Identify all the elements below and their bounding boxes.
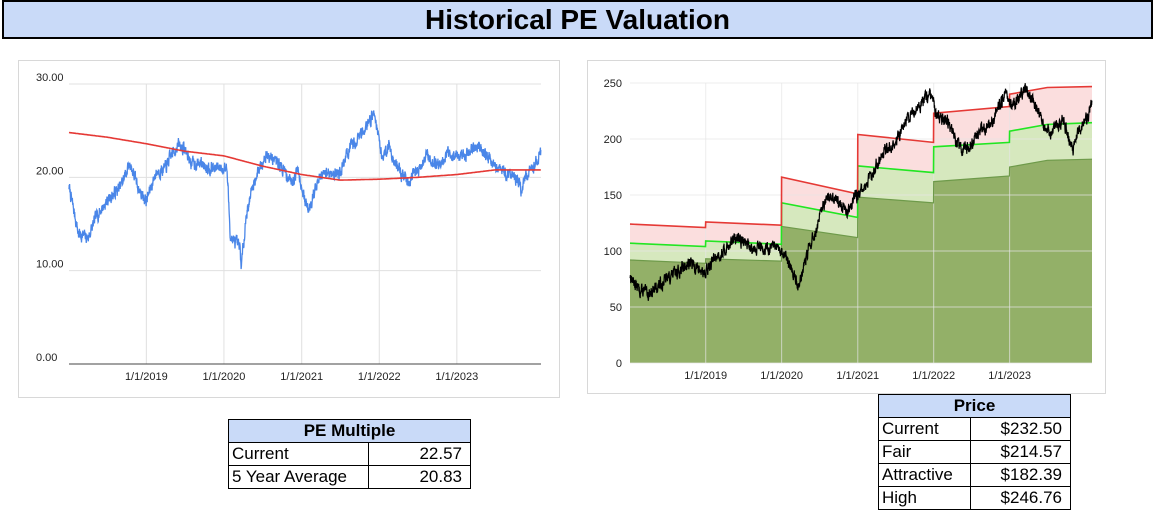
price-high-value: $246.76 [970, 486, 1071, 510]
price-fair-value: $214.57 [970, 440, 1071, 464]
high-band-area [630, 86, 1092, 247]
price-current-label: Current [878, 417, 971, 441]
x-tick-label: 1/1/2021 [280, 371, 323, 383]
price-chart-panel: 0 50 100 150 200 250 1/1/2019 1/1/2020 1/1/2021… [587, 60, 1106, 394]
y-tick-label: 200 [604, 134, 622, 146]
table-row: High $246.76 [878, 486, 1071, 510]
y-tick-label: 0 [616, 358, 622, 370]
table-row: Fair $214.57 [878, 440, 1071, 464]
x-tick-label: 1/1/2021 [836, 370, 879, 382]
table-row: Current $232.50 [878, 417, 1071, 441]
pe-average-label: 5 Year Average [228, 465, 369, 489]
pe-multiple-line [68, 110, 542, 270]
table-row: 5 Year Average 20.83 [228, 465, 471, 489]
price-table-header: Price [878, 394, 1071, 418]
price-attractive-value: $182.39 [970, 463, 1071, 487]
y-tick-label: 0.00 [36, 352, 57, 364]
y-tick-label: 50 [610, 302, 622, 314]
page-title: Historical PE Valuation [2, 0, 1153, 39]
y-tick-label: 30.00 [36, 72, 64, 84]
x-tick-label: 1/1/2023 [435, 371, 478, 383]
y-tick-label: 100 [604, 246, 622, 258]
price-current-value: $232.50 [970, 417, 1071, 441]
x-tick-label: 1/1/2019 [684, 370, 727, 382]
pe-current-value: 22.57 [368, 442, 471, 466]
y-tick-label: 250 [604, 78, 622, 90]
high-value-line [629, 85, 1093, 229]
pe-table-header: PE Multiple [228, 419, 471, 443]
price-chart-y-ticks: 0 50 100 150 200 250 [604, 78, 622, 370]
table-row: Current 22.57 [228, 442, 471, 466]
pe-chart-grid [69, 83, 541, 365]
pe-multiple-table: PE Multiple Current 22.57 5 Year Average… [228, 419, 471, 489]
pe-average-value: 20.83 [368, 465, 471, 489]
attractive-band-area [630, 159, 1092, 363]
pe-current-label: Current [228, 442, 369, 466]
price-chart-series [629, 83, 1093, 301]
fair-band-area [630, 122, 1092, 264]
x-tick-label: 1/1/2020 [760, 370, 803, 382]
x-tick-label: 1/1/2022 [358, 371, 401, 383]
pe-chart-y-ticks: 0.00 10.00 20.00 30.00 [36, 72, 64, 364]
y-tick-label: 20.00 [36, 165, 64, 177]
y-tick-label: 10.00 [36, 259, 64, 271]
table-row: Attractive $182.39 [878, 463, 1071, 487]
price-attractive-label: Attractive [878, 463, 971, 487]
x-tick-label: 1/1/2020 [203, 371, 246, 383]
x-tick-label: 1/1/2023 [988, 370, 1031, 382]
price-chart-grid [630, 82, 1092, 364]
price-fair-label: Fair [878, 440, 971, 464]
y-tick-label: 150 [604, 190, 622, 202]
price-chart: 0 50 100 150 200 250 1/1/2019 1/1/2020 1/1/2021… [604, 78, 1093, 382]
price-high-label: High [878, 486, 971, 510]
x-tick-label: 1/1/2019 [125, 371, 168, 383]
pe-chart-x-ticks: 1/1/2019 1/1/2020 1/1/2021 1/1/2022 1/1/2023 [125, 371, 478, 383]
price-chart-areas [630, 86, 1092, 363]
x-tick-label: 1/1/2022 [912, 370, 955, 382]
pe-chart-series [68, 110, 542, 270]
price-table: Price Current $232.50 Fair $214.57 Attra… [878, 394, 1071, 510]
pe-chart-panel: 0.00 10.00 20.00 30.00 1/1/2019 1/1/2020 1/1/… [18, 60, 560, 398]
five-year-average-line [68, 131, 541, 181]
price-chart-x-ticks: 1/1/2019 1/1/2020 1/1/2021 1/1/2022 1/1/2023 [684, 370, 1031, 382]
price-line [629, 83, 1093, 301]
